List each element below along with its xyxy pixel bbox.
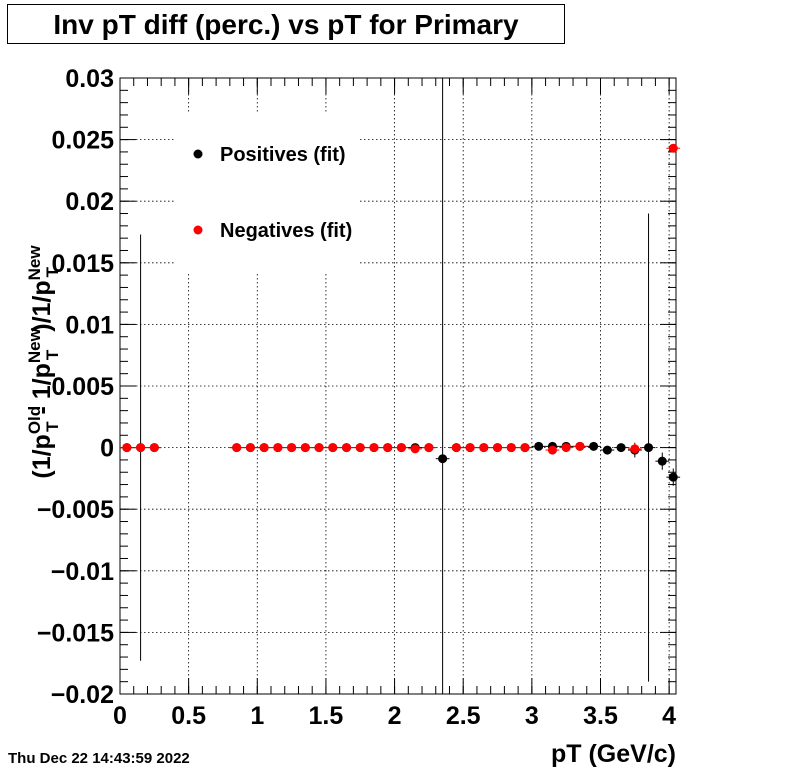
y-tick-label: 0.01 bbox=[65, 311, 114, 339]
data-markers bbox=[122, 143, 678, 482]
point-negatives bbox=[149, 443, 159, 453]
point-negatives bbox=[273, 443, 283, 453]
x-tick-label: 0 bbox=[113, 702, 127, 730]
point-negatives bbox=[300, 443, 310, 453]
legend-label-positives: Positives (fit) bbox=[220, 144, 346, 166]
x-tick-labels: 0 0.5 1 1.5 2 2.5 3 3.5 4 bbox=[113, 702, 676, 730]
point-negatives bbox=[465, 443, 475, 453]
x-tick-label: 3 bbox=[525, 702, 539, 730]
legend: Positives (fit) Negatives (fit) bbox=[175, 112, 360, 272]
legend-marker-positives bbox=[193, 149, 203, 159]
y-tick-label: −0.005 bbox=[37, 496, 114, 524]
point-negatives bbox=[479, 443, 489, 453]
y-tick-label: 0.02 bbox=[65, 188, 114, 216]
point-negatives bbox=[410, 444, 420, 454]
point-negatives bbox=[424, 443, 434, 453]
x-tick-label: 2 bbox=[388, 702, 402, 730]
point-positives bbox=[668, 472, 678, 482]
y-tick-label: 0.03 bbox=[65, 65, 114, 93]
x-axis-title: pT (GeV/c) bbox=[551, 740, 676, 768]
x-tick-label: 1 bbox=[250, 702, 264, 730]
y-tick-label: 0 bbox=[100, 435, 114, 463]
point-negatives bbox=[369, 443, 379, 453]
point-negatives bbox=[561, 443, 571, 453]
y-axis-title: (1/pOldT - 1/pNewT)/1/pNewT bbox=[25, 245, 62, 479]
x-tick-label: 3.5 bbox=[583, 702, 618, 730]
y-tick-label: 0.015 bbox=[51, 250, 114, 278]
x-tick-label: 1.5 bbox=[309, 702, 344, 730]
y-tick-label: −0.01 bbox=[51, 558, 114, 586]
x-tick-label: 4 bbox=[662, 702, 676, 730]
point-positives bbox=[602, 445, 612, 455]
point-negatives bbox=[314, 443, 324, 453]
point-positives bbox=[657, 456, 667, 466]
y-tick-label: 0.005 bbox=[51, 373, 114, 401]
point-negatives bbox=[547, 445, 557, 455]
point-negatives bbox=[575, 441, 585, 451]
legend-label-negatives: Negatives (fit) bbox=[220, 220, 352, 242]
point-negatives bbox=[259, 443, 269, 453]
point-negatives bbox=[245, 443, 255, 453]
point-negatives bbox=[355, 443, 365, 453]
chart-title: Inv pT diff (perc.) vs pT for Primary bbox=[53, 9, 519, 40]
x-tick-label: 2.5 bbox=[446, 702, 481, 730]
point-negatives bbox=[136, 443, 146, 453]
svg-text:(1/pOldT - 1/pNewT)/1/pNewT: (1/pOldT - 1/pNewT)/1/pNewT bbox=[25, 245, 62, 479]
point-negatives bbox=[287, 443, 297, 453]
chart-title-box: Inv pT diff (perc.) vs pT for Primary bbox=[7, 4, 565, 44]
point-negatives bbox=[493, 443, 503, 453]
point-negatives bbox=[383, 443, 393, 453]
point-negatives bbox=[668, 143, 678, 153]
legend-marker-negatives bbox=[193, 225, 203, 235]
y-tick-labels: −0.02 −0.015 −0.01 −0.005 0 0.005 0.01 0.015 0.0… bbox=[37, 65, 114, 709]
point-negatives bbox=[328, 443, 338, 453]
axis-ticks bbox=[119, 77, 676, 695]
legend-box bbox=[175, 112, 360, 272]
y-tick-label: 0.025 bbox=[51, 127, 114, 155]
point-negatives bbox=[122, 443, 132, 453]
point-negatives bbox=[342, 443, 352, 453]
timestamp: Thu Dec 22 14:43:59 2022 bbox=[8, 750, 190, 767]
y-tick-label: −0.015 bbox=[37, 619, 114, 647]
x-tick-label: 0.5 bbox=[171, 702, 206, 730]
point-positives bbox=[616, 443, 626, 453]
point-positives bbox=[589, 441, 599, 451]
point-negatives bbox=[506, 443, 516, 453]
y-tick-label: −0.02 bbox=[51, 681, 114, 709]
point-negatives bbox=[520, 443, 530, 453]
point-negatives bbox=[232, 443, 242, 453]
point-positives bbox=[534, 441, 544, 451]
point-negatives bbox=[451, 443, 461, 453]
point-negatives bbox=[396, 443, 406, 453]
point-negatives bbox=[630, 444, 640, 454]
point-positives bbox=[438, 454, 448, 464]
point-positives bbox=[644, 443, 654, 453]
